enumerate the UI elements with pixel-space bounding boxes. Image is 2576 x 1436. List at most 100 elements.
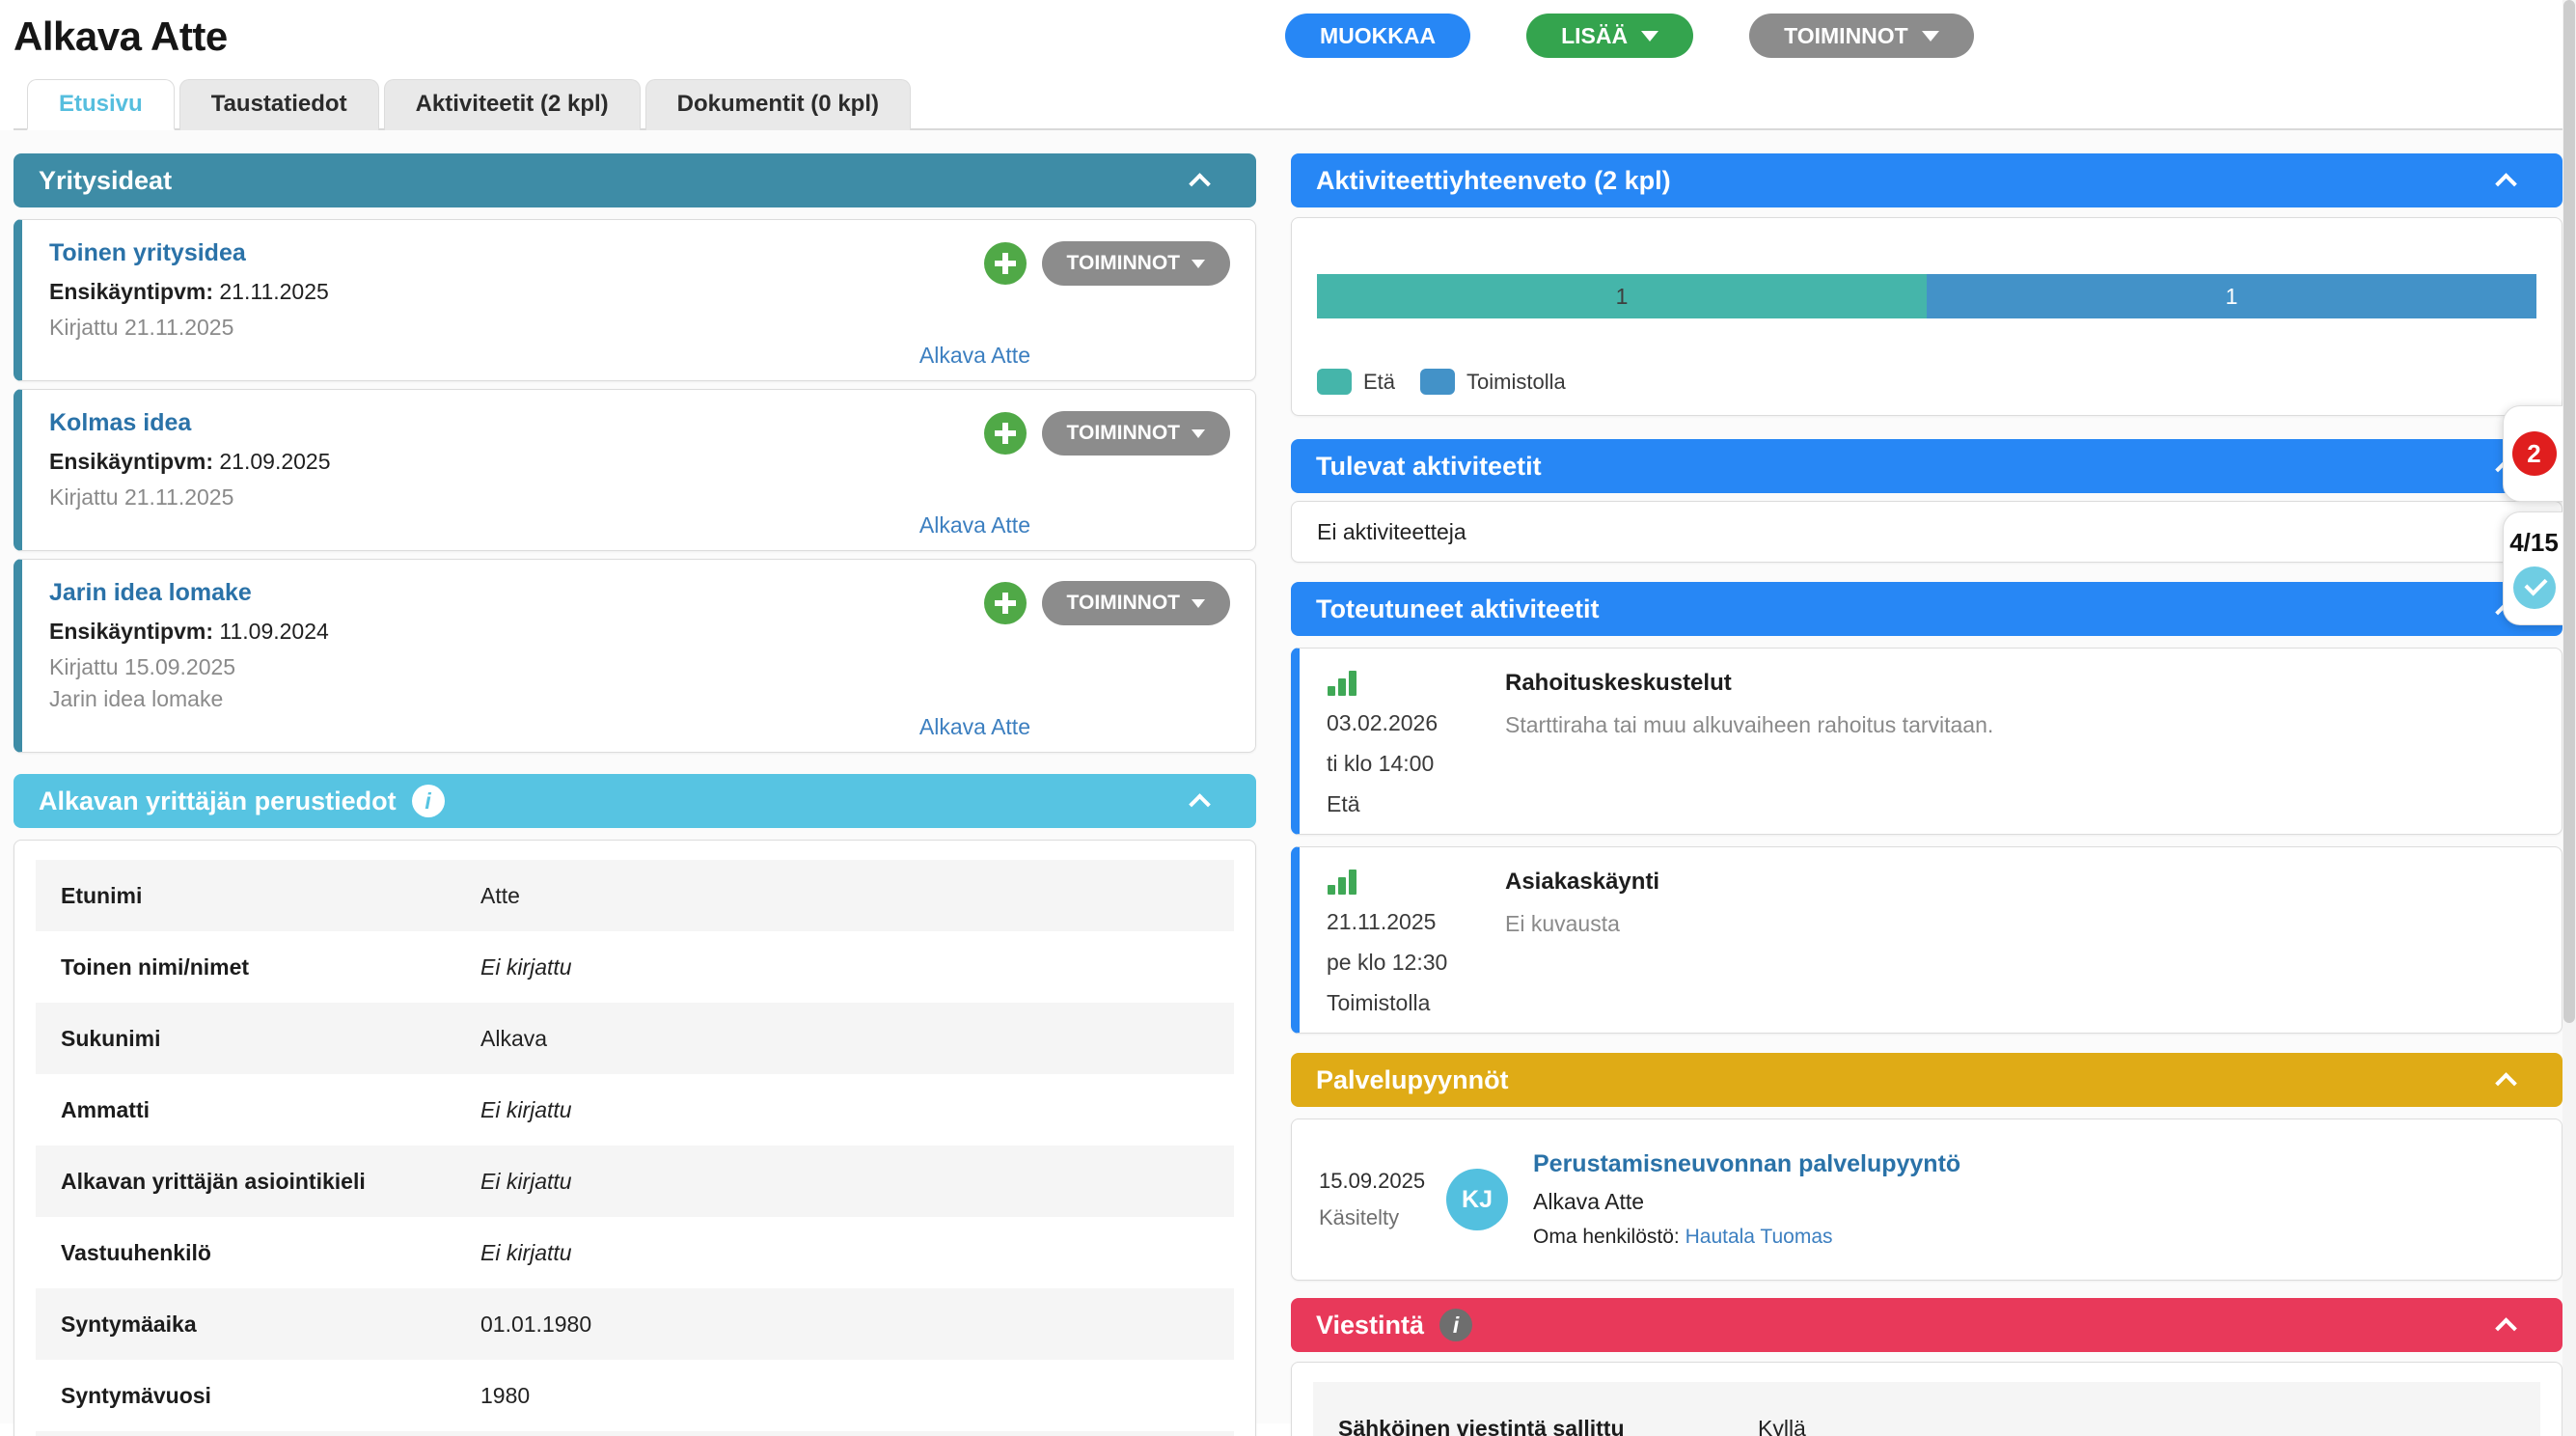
chevron-up-icon[interactable] [2495,173,2517,195]
chevron-up-icon[interactable] [1189,793,1211,815]
left-column: Yritysideat Toinen yritysidea Ensikäynti… [14,153,1256,1436]
activity-meta: 03.02.2026 ti klo 14:00 Etä [1327,668,1505,824]
table-row-cutoff [36,1431,1234,1436]
row-label: Ammatti [61,1096,151,1122]
actions-button-label: TOIMINNOT [1784,22,1908,48]
idea-note: Jarin idea lomake [49,686,224,711]
activity-card: 03.02.2026 ti klo 14:00 Etä Rahoituskesk… [1291,648,2562,835]
service-request-status: Käsitelty [1319,1205,1400,1229]
activity-mode: Etä [1327,791,1360,816]
legend-label: Toimistolla [1466,369,1566,394]
info-icon[interactable]: i [1439,1309,1473,1341]
idea-first-visit: Ensikäyntipvm: 21.09.2025 [49,449,1228,475]
service-request-customer: Alkava Atte [1533,1189,1645,1214]
staff-label: Oma henkilöstö: [1533,1226,1680,1248]
row-value: Alkava [480,1025,548,1051]
table-row: Alkavan yrittäjän asiointikieli Ei kirja… [36,1146,1234,1217]
legend-item: Toimistolla [1420,369,1566,395]
table-row: Toinen nimi/nimet Ei kirjattu [36,931,1234,1003]
caret-down-icon [1192,259,1205,268]
section-title: Tulevat aktiviteetit [1316,451,1542,481]
toolbar: MUOKKAA LISÄÄ TOIMINNOT [1285,14,1974,58]
idea-link-row: Alkava Atte [49,714,1228,740]
customer-link[interactable]: Alkava Atte [918,512,1030,538]
idea-title-link[interactable]: Kolmas idea [49,409,192,436]
add-activity-icon[interactable] [983,242,1027,285]
row-label: Vastuuhenkilö [61,1239,211,1265]
section-header-aktiviteettiyhteenveto: Aktiviteettiyhteenveto (2 kpl) [1291,153,2562,207]
idea-title-link[interactable]: Toinen yritysidea [49,239,246,266]
bar-segment-toimistolla: 1 [1927,274,2536,318]
add-activity-icon[interactable] [983,412,1027,455]
row-value: Ei kirjattu [480,1239,572,1265]
no-activities-card: Ei aktiviteetteja [1291,501,2562,563]
activity-card: 21.11.2025 pe klo 12:30 Toimistolla Asia… [1291,846,2562,1034]
section-title: Toteutuneet aktiviteetit [1316,594,1600,623]
idea-recorded: Kirjattu 21.11.2025 [49,315,234,340]
edit-button-label: MUOKKAA [1320,22,1437,48]
idea-actions-button[interactable]: TOIMINNOT [1041,241,1230,286]
scrollbar-thumb[interactable] [2563,0,2575,1023]
progress-widget[interactable]: 4/15 [2503,511,2564,625]
legend-item: Etä [1317,369,1395,395]
no-activities-text: Ei aktiviteetteja [1317,518,1466,544]
caret-down-icon [1192,598,1205,608]
actions-button[interactable]: TOIMINNOT [1749,14,1974,58]
tab-dokumentit[interactable]: Dokumentit (0 kpl) [644,79,911,130]
edit-button[interactable]: MUOKKAA [1285,14,1471,58]
idea-title-link[interactable]: Jarin idea lomake [49,579,252,606]
notifications-widget[interactable]: 2 [2503,405,2564,502]
chart-legend: Etä Toimistolla [1317,369,2536,395]
table-row: Sukunimi Alkava [36,1003,1234,1074]
service-request-meta: 15.09.2025 Käsitelty [1319,1163,1435,1236]
legend-label: Etä [1363,369,1396,394]
table-row: Sähköinen viestintä sallittu Kyllä [1313,1382,2540,1436]
legend-swatch-toimistolla [1420,369,1456,395]
activity-time: pe klo 12:30 [1327,950,1448,975]
staff-link[interactable]: Hautala Tuomas [1685,1226,1833,1248]
section-header-perustiedot: Alkavan yrittäjän perustiedot i [14,774,1256,828]
idea-actions-button[interactable]: TOIMINNOT [1041,411,1230,456]
activity-description: Starttiraha tai muu alkuvaiheen rahoitus… [1505,712,1994,737]
row-label: Syntymävuosi [61,1382,211,1408]
check-icon [2512,566,2556,609]
chevron-up-icon[interactable] [2495,1317,2517,1339]
chevron-up-icon[interactable] [1189,173,1211,195]
section-header-yritysideat: Yritysideat [14,153,1256,207]
customer-link[interactable]: Alkava Atte [918,714,1030,739]
caret-down-icon [1921,30,1939,41]
table-row: Ammatti Ei kirjattu [36,1074,1234,1146]
chevron-up-icon[interactable] [2495,1072,2517,1094]
tab-etusivu[interactable]: Etusivu [27,79,175,130]
scrollbar-track[interactable] [2562,0,2576,1436]
bar-segment-value: 1 [2225,283,2238,309]
bar-segment-eta: 1 [1317,274,1927,318]
activity-summary-chart: 1 1 Etä Toimistolla [1291,217,2562,416]
idea-card: Kolmas idea Ensikäyntipvm: 21.09.2025 Ki… [14,389,1256,551]
perustiedot-table: Etunimi Atte Toinen nimi/nimet Ei kirjat… [14,840,1256,1436]
activity-date: 21.11.2025 [1327,909,1437,934]
add-button[interactable]: LISÄÄ [1526,14,1694,58]
customer-link[interactable]: Alkava Atte [918,343,1030,368]
idea-actions: TOIMINNOT [983,241,1230,286]
idea-first-visit: Ensikäyntipvm: 21.11.2025 [49,279,1228,305]
section-header-viestinta: Viestintä i [1291,1298,2562,1352]
idea-first-visit-label: Ensikäyntipvm: [49,449,213,474]
idea-first-visit-date: 21.11.2025 [219,279,329,304]
table-row: Syntymävuosi 1980 [36,1360,1234,1431]
idea-card: Jarin idea lomake Ensikäyntipvm: 11.09.2… [14,559,1256,753]
row-value: Ei kirjattu [480,953,572,980]
bar-segment-value: 1 [1615,283,1629,309]
topbar: Alkava Atte MUOKKAA LISÄÄ TOIMINNOT Etus… [0,0,2576,130]
table-row: Etunimi Atte [36,860,1234,931]
idea-actions-button[interactable]: TOIMINNOT [1041,581,1230,625]
service-request-date: 15.09.2025 [1319,1169,1426,1193]
tab-taustatiedot[interactable]: Taustatiedot [178,79,379,130]
add-activity-icon[interactable] [983,582,1027,624]
right-column: Aktiviteettiyhteenveto (2 kpl) 1 1 Etä [1291,153,2562,1436]
idea-first-visit-date: 11.09.2024 [219,619,329,644]
tab-aktiviteetit[interactable]: Aktiviteetit (2 kpl) [383,79,641,130]
info-icon[interactable]: i [411,785,445,817]
idea-link-row: Alkava Atte [49,512,1228,538]
service-request-title-link[interactable]: Perustamisneuvonnan palvelupyyntö [1533,1150,1961,1177]
